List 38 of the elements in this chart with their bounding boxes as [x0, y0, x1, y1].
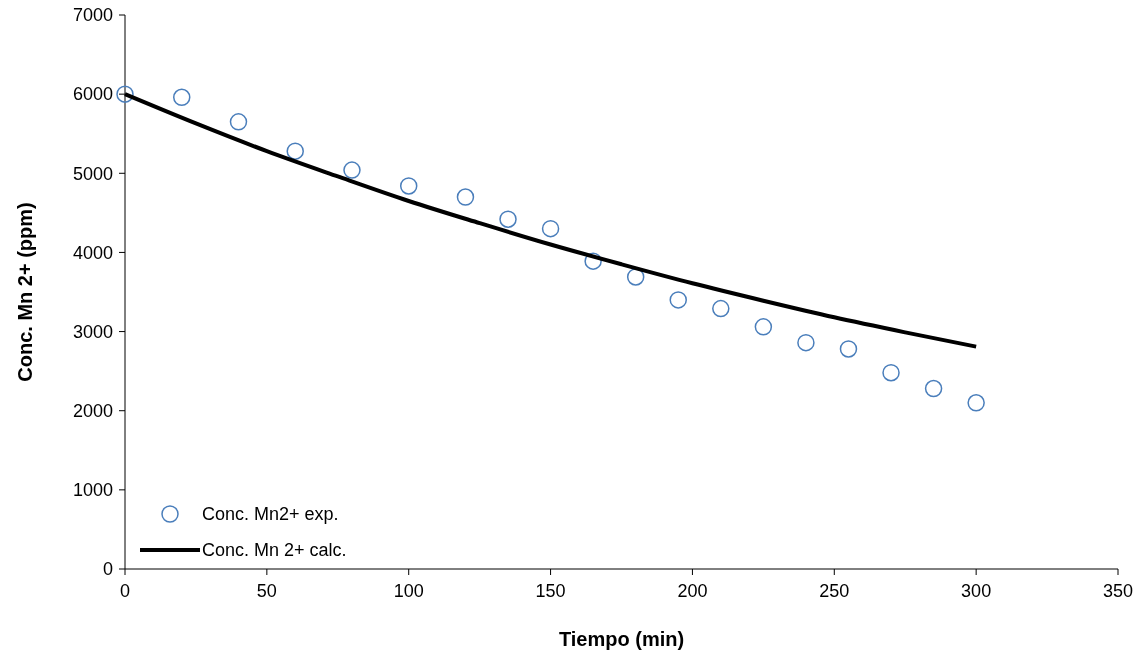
y-tick-label: 2000: [72, 401, 113, 422]
y-tick-label: 6000: [72, 84, 113, 105]
x-axis-title: Tiempo (min): [558, 628, 685, 650]
point: [669, 291, 687, 309]
point: [882, 363, 900, 382]
y-tick-label: 7000: [72, 5, 113, 26]
point: [839, 340, 858, 358]
point: [712, 299, 730, 318]
y-tick-label: 3000: [72, 321, 113, 342]
x-tick-label: 0: [119, 581, 131, 601]
point: [172, 88, 191, 107]
y-tick-label: 0: [102, 559, 113, 580]
point: [286, 142, 304, 160]
y-tick-label: 1000: [72, 480, 113, 501]
point: [967, 394, 985, 412]
y-axis-title: Conc. Mn 2+ (ppm): [14, 202, 36, 382]
x-tick-label: 350: [1102, 581, 1134, 601]
point: [584, 252, 602, 270]
point: [541, 219, 560, 238]
x-tick-label: 300: [961, 581, 992, 601]
point: [229, 113, 248, 131]
y-tick-label: 5000: [72, 163, 113, 184]
point: [924, 379, 943, 398]
point: [754, 318, 773, 336]
y-tick-label: 4000: [72, 242, 113, 263]
x-tick-label: 100: [393, 581, 424, 601]
point: [116, 85, 134, 103]
x-tick-label: 250: [819, 581, 850, 601]
legend-label: Conc. Mn 2+ calc.: [202, 540, 347, 561]
x-tick-label: 150: [535, 581, 566, 601]
legend-label: Conc. Mn2+ exp.: [202, 504, 339, 525]
x-tick-label: 200: [677, 581, 708, 601]
x-tick-label: 50: [256, 581, 277, 601]
point: [456, 188, 475, 206]
point: [343, 161, 361, 179]
point: [399, 177, 418, 195]
point: [499, 210, 517, 228]
point: [797, 333, 815, 352]
